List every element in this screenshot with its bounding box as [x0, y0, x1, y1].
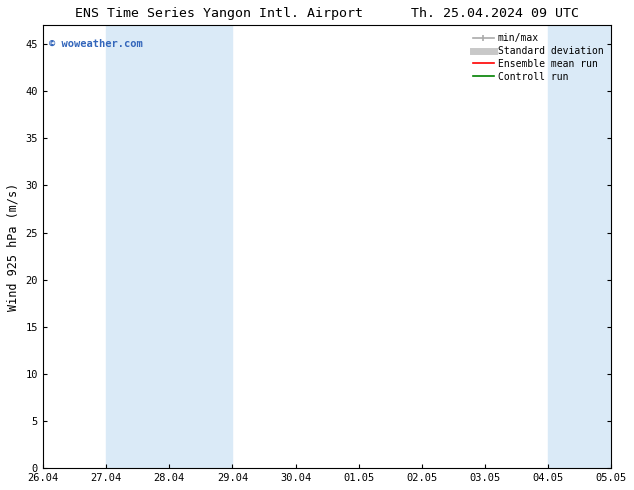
Legend: min/max, Standard deviation, Ensemble mean run, Controll run: min/max, Standard deviation, Ensemble me…: [470, 30, 607, 85]
Title: ENS Time Series Yangon Intl. Airport      Th. 25.04.2024 09 UTC: ENS Time Series Yangon Intl. Airport Th.…: [75, 7, 579, 20]
Text: © woweather.com: © woweather.com: [49, 39, 142, 49]
Bar: [548, 25, 634, 468]
Bar: [106, 25, 233, 468]
Y-axis label: Wind 925 hPa (m/s): Wind 925 hPa (m/s): [7, 183, 20, 311]
